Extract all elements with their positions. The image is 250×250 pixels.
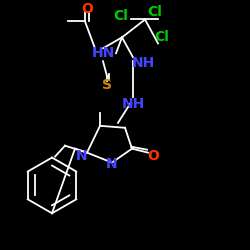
Text: Cl: Cl xyxy=(148,4,162,18)
Text: NH: NH xyxy=(132,56,154,70)
Text: N: N xyxy=(106,156,118,170)
Text: O: O xyxy=(147,148,159,162)
Text: HN: HN xyxy=(92,46,114,60)
Text: S: S xyxy=(102,78,112,92)
Text: Cl: Cl xyxy=(154,30,170,44)
Text: Cl: Cl xyxy=(114,8,128,22)
Text: N: N xyxy=(76,148,88,162)
Text: NH: NH xyxy=(122,97,144,111)
Text: O: O xyxy=(81,2,93,16)
